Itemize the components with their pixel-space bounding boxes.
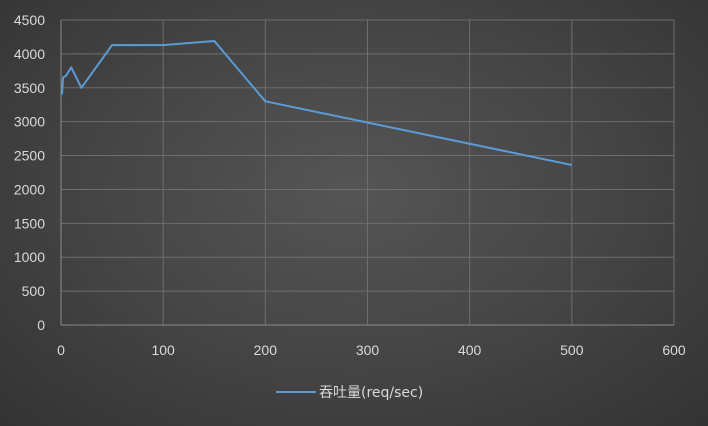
y-tick-label: 3500: [14, 80, 45, 96]
x-tick-label: 600: [662, 342, 686, 358]
series-lines: [61, 40, 573, 166]
x-tick-label: 100: [151, 342, 175, 358]
x-tick-label: 300: [356, 342, 380, 358]
x-tick-label: 400: [458, 342, 482, 358]
legend-label: 吞吐量(req/sec): [319, 385, 423, 401]
y-tick-label: 500: [22, 283, 46, 299]
y-tick-label: 4500: [14, 12, 45, 28]
y-tick-label: 1000: [14, 249, 45, 265]
x-tick-label: 200: [254, 342, 278, 358]
series-line: [61, 40, 573, 166]
y-tick-label: 1500: [14, 215, 45, 231]
y-tick-label: 3000: [14, 114, 45, 130]
legend: 吞吐量(req/sec): [276, 385, 423, 401]
y-tick-label: 2000: [14, 181, 45, 197]
x-tick-labels: 0 100 200 300 400 500 600: [57, 342, 686, 358]
x-tick-label: 500: [560, 342, 584, 358]
y-tick-label: 2500: [14, 148, 45, 164]
y-tick-labels: 0 500 1000 1500 2000 2500 3000 3500 4000 4500: [14, 12, 45, 333]
y-tick-label: 0: [37, 317, 45, 333]
axes: [60, 20, 674, 326]
grid-lines: [61, 19, 675, 325]
x-tick-label: 0: [57, 342, 65, 358]
y-tick-label: 4000: [14, 46, 45, 62]
